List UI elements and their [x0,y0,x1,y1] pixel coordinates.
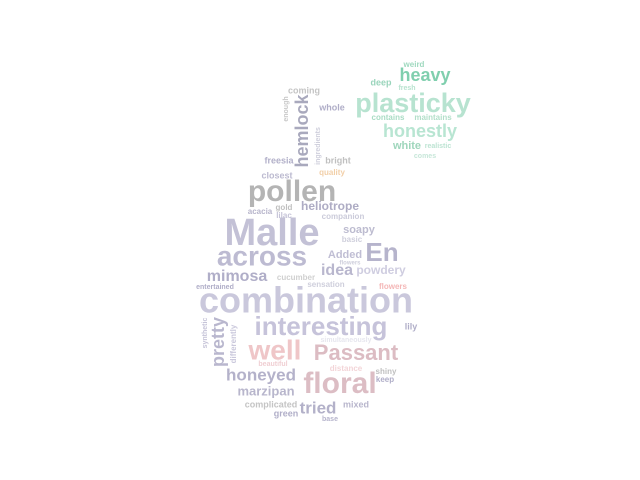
word-hemlock: hemlock [292,93,312,167]
word-flowers-pink: flowers [379,282,408,291]
word-lilac: lilac [276,211,292,220]
word-synthetic: synthetic [202,318,209,349]
word-coming: coming [288,85,320,95]
word-combination: combination [199,280,413,321]
word-realistic: realistic [425,143,452,150]
word-companion: companion [322,212,365,221]
word-basic: basic [342,235,363,244]
word-soapy: soapy [343,224,376,236]
word-closest: closest [261,170,292,180]
word-sensation: sensation [307,280,344,289]
word-gold: gold [276,203,293,212]
word-deep: deep [370,77,392,87]
word-enough: enough [283,96,290,121]
word-fresh: fresh [398,85,415,92]
word-keep: keep [376,375,394,384]
word-bright: bright [325,155,351,165]
word-tried: tried [300,398,337,417]
word-floral: floral [303,367,376,400]
word-honeyed: honeyed [226,365,296,384]
word-whole: whole [318,102,345,112]
word-en: En [365,237,398,267]
word-passant: Passant [314,340,399,365]
word-simultaneously: simultaneously [321,337,372,344]
word-heavy: heavy [399,65,450,85]
word-well: well [248,334,302,365]
word-honestly: honestly [383,121,457,141]
word-differently: differently [229,324,238,363]
word-malle: Malle [224,212,319,254]
word-pollen: pollen [248,175,336,208]
word-contains: contains [372,113,405,122]
word-white: white [392,140,421,152]
word-mimosa: mimosa [207,268,268,285]
word-mixed: mixed [343,399,369,409]
word-green: green [274,408,299,418]
word-idea: idea [321,262,353,279]
word-interesting: interesting [255,311,388,341]
word-beautiful: beautiful [258,361,287,368]
word-across: across [217,240,307,271]
word-added: Added [328,249,362,261]
word-marzipan: marzipan [237,383,294,398]
word-weird: weird [403,60,425,69]
word-complicated: complicated [245,399,298,409]
word-lily: lily [405,321,418,331]
word-shiny: shiny [376,367,397,376]
word-distance: distance [330,364,363,373]
word-cucumber: cucumber [277,273,315,282]
word-freesia: freesia [264,155,294,165]
word-comes: comes [414,153,436,160]
word-base: base [322,416,338,423]
word-ingredients: ingredients [315,127,322,165]
word-flowers-top: flowers [339,261,361,267]
word-plasticky: plasticky [355,88,471,118]
word-maintains: maintains [414,113,452,122]
word-powdery: powdery [356,263,406,277]
word-acacia: acacia [248,207,273,216]
word-pretty: pretty [208,317,228,367]
word-entertained: entertained [196,284,234,291]
word-quality: quality [319,168,345,177]
word-heliotrope: heliotrope [301,199,359,213]
